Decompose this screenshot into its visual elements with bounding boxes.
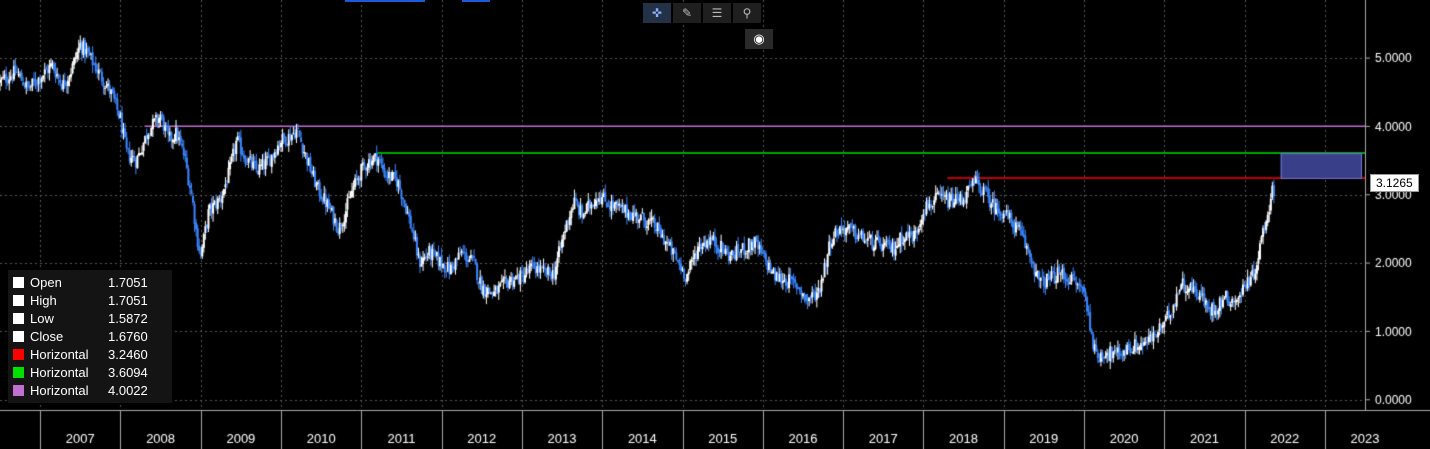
legend-row: Open 1.7051 xyxy=(8,273,172,291)
legend-label: Close xyxy=(30,328,64,344)
legend-swatch xyxy=(13,330,24,342)
legend-swatch xyxy=(13,294,24,306)
legend-label: High xyxy=(30,292,57,308)
chart-toolbar: ✜ ✎ ☰ ⚲ xyxy=(643,3,761,23)
legend-label: Low xyxy=(30,310,54,326)
legend-row: Low 1.5872 xyxy=(8,309,172,327)
legend-value: 1.7051 xyxy=(108,292,148,308)
legend-swatch xyxy=(13,366,24,378)
legend-label: Horizontal xyxy=(30,364,89,380)
legend-swatch xyxy=(13,276,24,288)
legend-label: Open xyxy=(30,274,62,290)
legend-value: 1.6760 xyxy=(108,328,148,344)
legend-row: Close 1.6760 xyxy=(8,327,172,345)
legend-value: 1.7051 xyxy=(108,274,148,290)
crosshair-icon[interactable]: ✜ xyxy=(643,3,671,23)
last-price-label: 3.1265 xyxy=(1370,174,1419,192)
zoom-icon[interactable]: ⚲ xyxy=(733,3,761,23)
legend-row: Horizontal 4.0022 xyxy=(8,381,172,399)
legend-swatch xyxy=(13,348,24,360)
top-accent-bar xyxy=(345,0,425,2)
legend-row: Horizontal 3.2460 xyxy=(8,345,172,363)
legend-row: High 1.7051 xyxy=(8,291,172,309)
legend-value: 3.6094 xyxy=(108,364,148,380)
gear-icon[interactable]: ◉ xyxy=(745,29,773,49)
list-icon[interactable]: ☰ xyxy=(703,3,731,23)
legend-panel: Open 1.7051 High 1.7051 Low 1.5872 Close 1.6760… xyxy=(8,270,172,403)
legend-label: Horizontal xyxy=(30,382,89,398)
legend-value: 1.5872 xyxy=(108,310,148,326)
pencil-icon[interactable]: ✎ xyxy=(673,3,701,23)
legend-row: Horizontal 3.6094 xyxy=(8,363,172,381)
legend-value: 4.0022 xyxy=(108,382,148,398)
legend-value: 3.2460 xyxy=(108,346,148,362)
legend-label: Horizontal xyxy=(30,346,89,362)
legend-swatch xyxy=(13,312,24,324)
top-accent-bar xyxy=(462,0,490,2)
legend-swatch xyxy=(13,384,24,396)
